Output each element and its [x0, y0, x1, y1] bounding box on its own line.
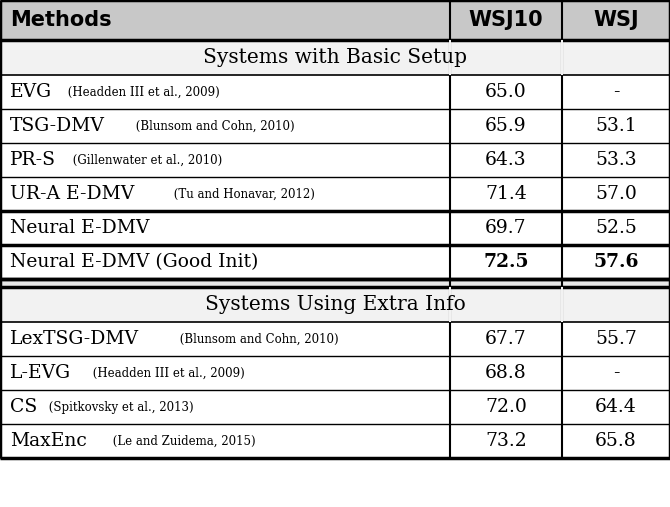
Text: Methods: Methods: [10, 10, 112, 30]
Bar: [0, 356, 670, 390]
Text: 68.8: 68.8: [485, 364, 527, 382]
Text: 71.4: 71.4: [485, 185, 527, 203]
Text: Systems with Basic Setup: Systems with Basic Setup: [203, 48, 467, 67]
Text: 57.0: 57.0: [595, 185, 637, 203]
Bar: [449, 287, 451, 322]
Text: 64.4: 64.4: [595, 398, 637, 416]
Text: -: -: [613, 83, 619, 101]
Text: -: -: [613, 364, 619, 382]
Text: (Spitkovsky et al., 2013): (Spitkovsky et al., 2013): [45, 401, 194, 414]
Text: EVG: EVG: [10, 83, 52, 101]
Text: UR-A E-DMV: UR-A E-DMV: [10, 185, 134, 203]
Bar: [561, 287, 563, 322]
Text: (Le and Zuidema, 2015): (Le and Zuidema, 2015): [109, 434, 256, 448]
Text: TSG-DMV: TSG-DMV: [10, 117, 105, 135]
Text: WSJ10: WSJ10: [469, 10, 543, 30]
Bar: [0, 245, 670, 279]
Text: 65.0: 65.0: [485, 83, 527, 101]
Bar: [0, 211, 670, 245]
Text: Systems Using Extra Info: Systems Using Extra Info: [204, 295, 466, 314]
Text: LexTSG-DMV: LexTSG-DMV: [10, 330, 139, 348]
Text: 64.3: 64.3: [485, 151, 527, 169]
Text: 65.9: 65.9: [485, 117, 527, 135]
Text: 67.7: 67.7: [485, 330, 527, 348]
Text: L-EVG: L-EVG: [10, 364, 71, 382]
Bar: [0, 143, 670, 177]
Bar: [0, 279, 670, 287]
Text: 65.8: 65.8: [595, 432, 637, 450]
Text: (Blunsom and Cohn, 2010): (Blunsom and Cohn, 2010): [133, 120, 295, 132]
Text: Neural E-DMV: Neural E-DMV: [10, 219, 149, 237]
Bar: [0, 0, 670, 40]
Text: PR-S: PR-S: [10, 151, 56, 169]
Text: (Headden III et al., 2009): (Headden III et al., 2009): [64, 86, 220, 98]
Text: (Tu and Honavar, 2012): (Tu and Honavar, 2012): [170, 188, 315, 200]
Bar: [0, 177, 670, 211]
Text: 53.1: 53.1: [595, 117, 636, 135]
Bar: [561, 40, 563, 75]
Bar: [0, 287, 670, 322]
Text: WSJ: WSJ: [593, 10, 639, 30]
Bar: [0, 390, 670, 424]
Text: 69.7: 69.7: [485, 219, 527, 237]
Bar: [0, 40, 670, 75]
Text: (Headden III et al., 2009): (Headden III et al., 2009): [89, 367, 245, 380]
Text: 53.3: 53.3: [595, 151, 636, 169]
Text: 52.5: 52.5: [595, 219, 637, 237]
Text: 72.5: 72.5: [483, 253, 529, 271]
Text: 57.6: 57.6: [593, 253, 639, 271]
Text: Neural E-DMV (Good Init): Neural E-DMV (Good Init): [10, 253, 259, 271]
Text: (Blunsom and Cohn, 2010): (Blunsom and Cohn, 2010): [176, 333, 339, 345]
Bar: [0, 75, 670, 109]
Text: 55.7: 55.7: [595, 330, 637, 348]
Text: CS: CS: [10, 398, 38, 416]
Bar: [0, 322, 670, 356]
Text: 72.0: 72.0: [485, 398, 527, 416]
Text: (Gillenwater et al., 2010): (Gillenwater et al., 2010): [70, 154, 222, 166]
Text: 73.2: 73.2: [485, 432, 527, 450]
Bar: [449, 40, 451, 75]
Bar: [0, 109, 670, 143]
Text: MaxEnc: MaxEnc: [10, 432, 86, 450]
Bar: [0, 424, 670, 458]
